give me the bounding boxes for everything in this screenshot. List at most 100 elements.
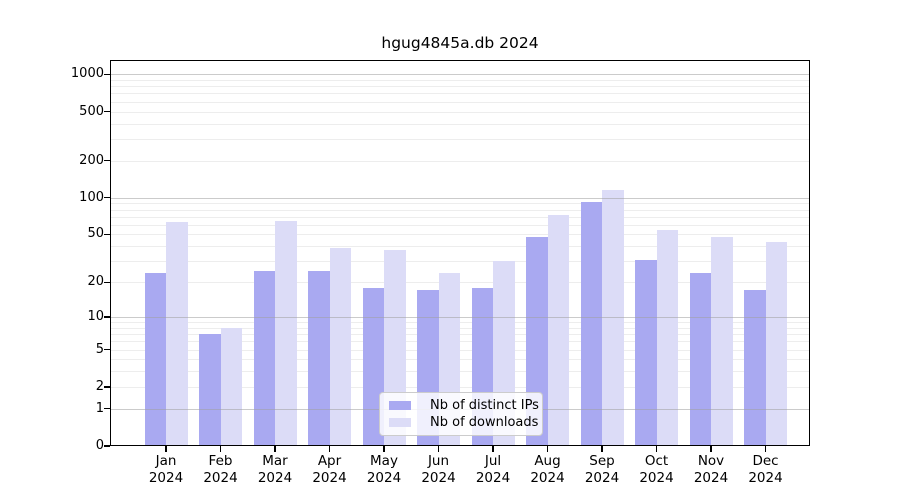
legend-label-downloads: Nb of downloads xyxy=(430,415,539,431)
y-tick-label: 0 xyxy=(95,438,104,453)
bar-distinct-ips-sep xyxy=(580,202,602,445)
x-tick-label: Dec 2024 xyxy=(748,453,783,486)
y-tick-mark xyxy=(104,159,110,162)
chart-title: hgug4845a.db 2024 xyxy=(381,34,539,52)
x-tick-label: Apr 2024 xyxy=(312,453,347,486)
bar-distinct-ips-apr xyxy=(308,270,330,445)
gridline-major xyxy=(110,316,810,318)
y-tick-label: 5 xyxy=(95,341,104,357)
y-tick-mark xyxy=(104,110,110,113)
x-tick-label: Feb 2024 xyxy=(203,453,238,486)
y-tick-mark xyxy=(104,408,110,410)
x-tick-label: Oct 2024 xyxy=(639,453,674,486)
bar-distinct-ips-mar xyxy=(253,270,275,445)
x-tick-label: Jul 2024 xyxy=(475,453,511,486)
x-tick-label: Sep 2024 xyxy=(584,453,620,486)
y-tick-label: 100 xyxy=(79,189,104,205)
x-tick-mark xyxy=(274,446,276,452)
x-tick-mark xyxy=(165,446,167,452)
x-tick-mark xyxy=(383,446,385,452)
gridline-minor xyxy=(110,322,810,324)
y-tick-label: 500 xyxy=(79,103,104,119)
bar-downloads-jan xyxy=(166,222,188,445)
bar-downloads-oct xyxy=(656,230,678,445)
gridline-minor xyxy=(110,138,810,140)
bar-distinct-ips-may xyxy=(362,287,384,445)
y-tick-mark xyxy=(104,316,110,318)
gridline-major xyxy=(110,74,810,76)
gridline-minor xyxy=(110,160,810,162)
x-tick-label: Nov 2024 xyxy=(693,453,729,486)
bar-downloads-aug xyxy=(547,215,569,445)
y-tick-mark xyxy=(104,73,110,75)
gridline-minor xyxy=(110,111,810,113)
gridline-minor xyxy=(110,209,810,211)
x-tick-label: Mar 2024 xyxy=(257,453,293,486)
legend-swatch-downloads xyxy=(389,418,411,428)
y-tick-mark xyxy=(104,281,110,283)
gridline-minor xyxy=(110,101,810,103)
gridline-minor xyxy=(110,334,810,336)
bar-distinct-ips-feb xyxy=(199,334,221,445)
y-tick-label: 50 xyxy=(87,226,104,242)
x-tick-mark xyxy=(219,446,222,452)
legend-item-distinct-ips: Nb of distinct IPs xyxy=(389,398,539,413)
y-tick-mark xyxy=(104,197,110,199)
bar-distinct-ips-nov xyxy=(689,272,711,445)
y-tick-label: 2 xyxy=(95,378,104,394)
x-tick-mark xyxy=(437,446,440,452)
gridline-minor xyxy=(110,216,810,218)
x-tick-mark xyxy=(328,446,331,452)
gridline-minor xyxy=(110,371,810,373)
gridline-minor xyxy=(110,224,810,226)
x-tick-mark xyxy=(546,446,549,452)
bar-downloads-dec xyxy=(765,242,787,445)
y-tick-label: 200 xyxy=(79,152,104,168)
y-tick-mark xyxy=(104,233,110,236)
x-tick-label: May 2024 xyxy=(366,453,402,486)
x-tick-label: Aug 2024 xyxy=(530,453,565,486)
gridline-minor xyxy=(110,282,810,284)
x-tick-mark xyxy=(655,446,658,452)
bar-distinct-ips-jan xyxy=(144,272,166,445)
bar-downloads-nov xyxy=(711,236,733,445)
bar-distinct-ips-oct xyxy=(635,259,657,445)
bar-downloads-feb xyxy=(220,327,242,445)
y-tick-label: 10 xyxy=(87,308,104,324)
gridline-minor xyxy=(110,359,810,361)
gridline-minor xyxy=(110,86,810,88)
x-tick-label: Jun 2024 xyxy=(421,453,456,486)
y-tick-mark xyxy=(104,445,110,447)
bar-downloads-mar xyxy=(275,220,297,445)
bar-distinct-ips-dec xyxy=(744,290,766,445)
gridline-minor xyxy=(110,79,810,81)
legend-item-downloads: Nb of downloads xyxy=(389,415,538,430)
x-tick-mark xyxy=(601,446,603,452)
legend-label-distinct-ips: Nb of distinct IPs xyxy=(430,397,539,413)
x-tick-mark xyxy=(764,446,767,452)
legend: Nb of distinct IPs Nb of downloads xyxy=(379,392,543,436)
y-tick-label: 1000 xyxy=(70,66,104,82)
gridline-minor xyxy=(110,349,810,351)
y-tick-label: 1 xyxy=(95,400,104,416)
x-tick-mark xyxy=(492,446,494,452)
gridline-minor xyxy=(110,341,810,343)
x-tick-label: Jan 2024 xyxy=(148,453,184,486)
gridline-minor xyxy=(110,261,810,263)
gridline-minor xyxy=(110,123,810,125)
gridline-minor xyxy=(110,93,810,95)
gridline-minor xyxy=(110,234,810,236)
gridline-minor xyxy=(110,327,810,329)
gridline-minor xyxy=(110,386,810,388)
gridline-minor xyxy=(110,246,810,248)
bar-downloads-apr xyxy=(329,247,351,445)
gridline-minor xyxy=(110,203,810,205)
y-tick-mark xyxy=(104,386,110,388)
legend-swatch-distinct-ips xyxy=(389,400,411,410)
gridline-major xyxy=(110,197,810,199)
x-tick-mark xyxy=(710,446,712,452)
y-tick-mark xyxy=(104,348,110,351)
y-tick-label: 20 xyxy=(87,274,104,290)
